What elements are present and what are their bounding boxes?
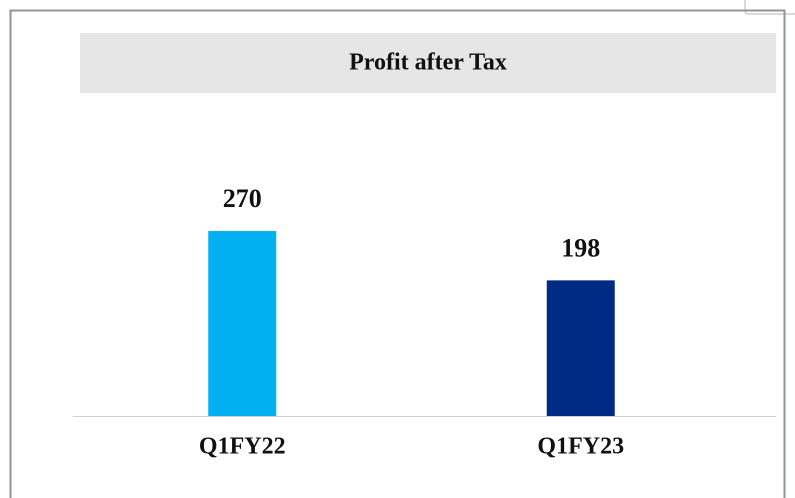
title-box xyxy=(80,33,776,93)
x-tick-label: Q1FY23 xyxy=(537,434,624,460)
x-tick-label: Q1FY22 xyxy=(199,434,286,460)
frame xyxy=(9,9,786,498)
bar xyxy=(546,280,615,416)
data-label: 270 xyxy=(223,184,262,213)
chart-title: Profit after Tax xyxy=(349,50,507,76)
data-label: 198 xyxy=(561,233,600,262)
corner-tab xyxy=(744,0,795,15)
bar xyxy=(208,231,277,416)
